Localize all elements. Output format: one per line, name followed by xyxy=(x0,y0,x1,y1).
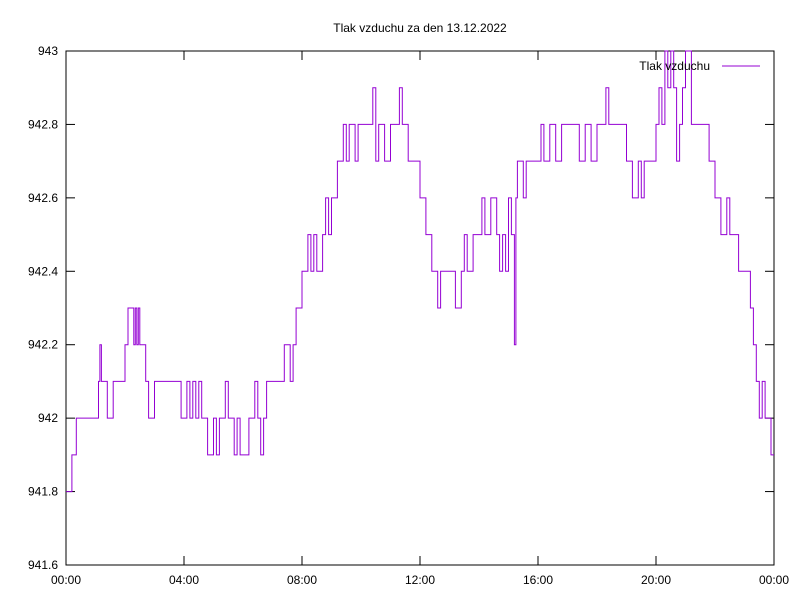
y-tick-label: 942.8 xyxy=(28,117,58,131)
y-tick-label: 942 xyxy=(38,411,58,425)
x-tick-label: 00:00 xyxy=(51,573,81,587)
x-tick-label: 16:00 xyxy=(523,573,553,587)
x-axis: 00:00 04:00 08:00 12:00 16:00 20:00 00:00 xyxy=(51,51,789,587)
series-line-0 xyxy=(66,50,774,493)
y-tick-label: 942.6 xyxy=(28,191,58,205)
legend-label: Tlak vzduchu xyxy=(639,59,710,73)
y-tick-label: 941.8 xyxy=(28,485,58,499)
x-tick-label: 12:00 xyxy=(405,573,435,587)
y-tick-label: 941.6 xyxy=(28,558,58,572)
chart-title: Tlak vzduchu za den 13.12.2022 xyxy=(333,21,507,35)
series-layer xyxy=(66,50,774,493)
x-tick-label: 00:00 xyxy=(759,573,789,587)
y-tick-label: 943 xyxy=(38,44,58,58)
legend: Tlak vzduchu xyxy=(639,59,760,73)
x-tick-label: 04:00 xyxy=(169,573,199,587)
y-axis: 941.6 941.8 942 942.2 942.4 942.6 942.8 943 xyxy=(28,44,774,572)
y-tick-label: 942.2 xyxy=(28,338,58,352)
x-tick-label: 08:00 xyxy=(287,573,317,587)
y-tick-label: 942.4 xyxy=(28,264,58,278)
x-tick-label: 20:00 xyxy=(641,573,671,587)
